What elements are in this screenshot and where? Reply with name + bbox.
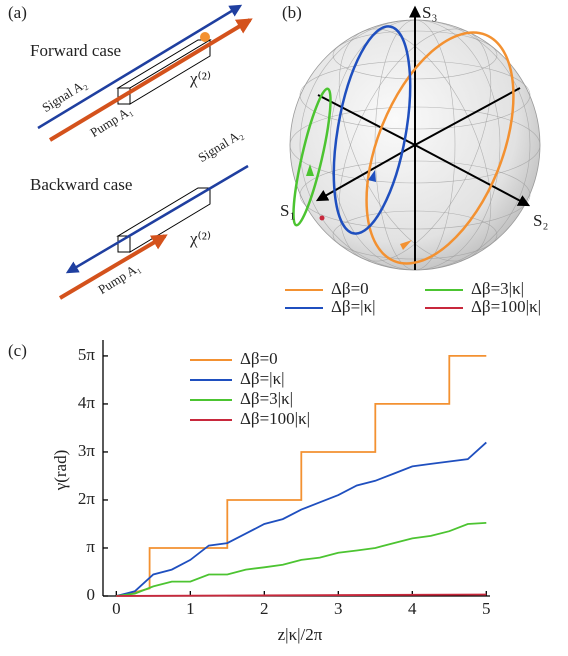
panel-label: (b) — [282, 3, 302, 22]
case-title: Forward case — [30, 41, 121, 60]
x-tick-label: 0 — [112, 599, 121, 618]
panel-label: (a) — [8, 3, 27, 22]
legend-label: Δβ=|κ| — [240, 369, 285, 388]
legend: Δβ=0 Δβ=3|κ| Δβ=|κ| Δβ=100|κ| — [285, 279, 541, 316]
y-tick-label: 0 — [87, 585, 96, 604]
y-tick-label: 3π — [78, 441, 96, 460]
axis-label: S₁ — [280, 201, 295, 220]
y-tick-label: 5π — [78, 345, 96, 364]
series-line — [116, 522, 487, 597]
y-tick-label: π — [86, 537, 95, 556]
panel-label: (c) — [8, 341, 27, 360]
legend-label: Δβ=3|κ| — [471, 279, 524, 298]
crystal-label: χ⁽²⁾ — [189, 69, 211, 88]
y-tick-label: 2π — [78, 489, 96, 508]
series-line — [116, 441, 487, 597]
legend-label: Δβ=0 — [331, 279, 369, 298]
case-title: Backward case — [30, 175, 132, 194]
legend-label: Δβ=|κ| — [331, 297, 376, 316]
legend-label: Δβ=100|κ| — [471, 297, 541, 316]
x-tick-label: 1 — [186, 599, 195, 618]
plot-area: 0 π 2π 3π 4π 5π 0 1 2 3 4 5 Δβ=0Δβ=|κ|Δβ=3|κ|Δβ=100|… — [78, 340, 491, 618]
x-tick-label: 4 — [408, 599, 417, 618]
pump-label: Pump A₁ — [87, 103, 135, 141]
y-tick-label: 4π — [78, 393, 96, 412]
axis-label: S₂ — [533, 211, 548, 230]
axis-label: S₃ — [422, 3, 437, 22]
bloch-sphere — [289, 5, 541, 271]
forward-diagram — [37, 4, 253, 142]
crystal-label: χ⁽²⁾ — [189, 229, 211, 248]
series-group — [116, 355, 487, 597]
y-axis-title: γ(rad) — [51, 450, 70, 492]
x-axis-title: z|κ|/2π — [278, 625, 323, 644]
legend-label: Δβ=3|κ| — [240, 389, 293, 408]
signal-label: Signal A₂ — [195, 126, 245, 165]
x-tick-label: 3 — [334, 599, 343, 618]
series-line — [116, 593, 487, 597]
legend-label: Δβ=100|κ| — [240, 409, 310, 428]
signal-label: Signal A₂ — [39, 76, 89, 115]
x-tick-label: 2 — [260, 599, 269, 618]
legend-label: Δβ=0 — [240, 349, 278, 368]
backward-diagram — [58, 164, 249, 300]
x-tick-label: 5 — [482, 599, 491, 618]
